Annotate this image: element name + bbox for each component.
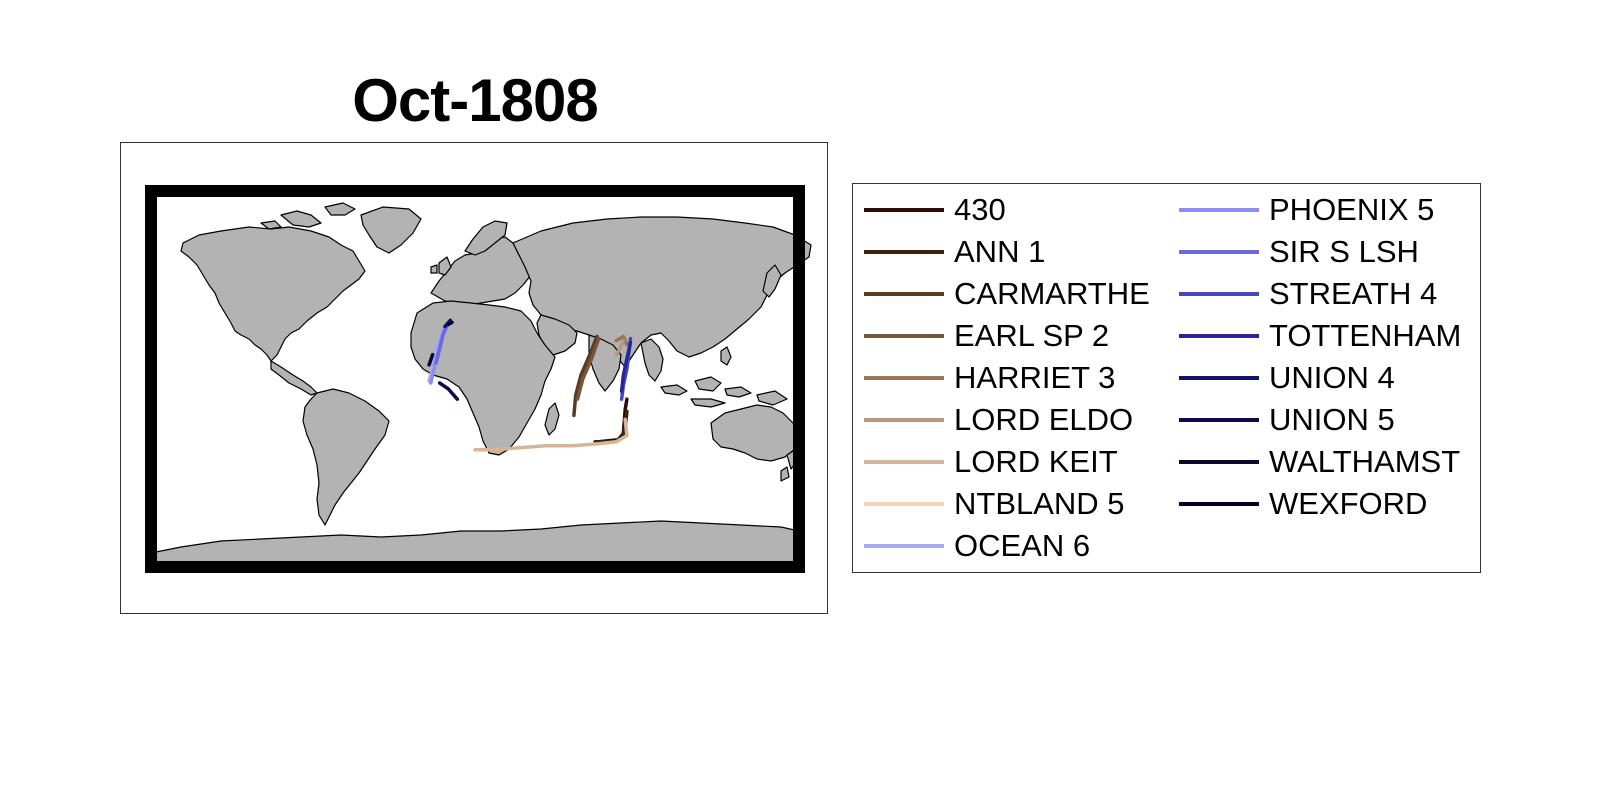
arctic-islands	[260, 202, 356, 230]
map-panel	[120, 142, 828, 614]
ship-track	[575, 336, 601, 401]
legend-label: UNION 5	[1269, 402, 1395, 437]
map-title: Oct-1808	[352, 67, 598, 134]
legend-swatch	[864, 292, 944, 296]
map-frame	[145, 185, 805, 573]
legend-label: PHOENIX 5	[1269, 192, 1435, 227]
legend-label: LORD ELDO	[954, 402, 1134, 437]
ship-track	[434, 320, 451, 365]
ship-track	[619, 340, 633, 393]
ship-tracks	[427, 318, 633, 452]
scandinavia	[464, 220, 508, 256]
philippines	[720, 346, 732, 366]
legend-label: STREATH 4	[1269, 276, 1438, 311]
legend-swatch	[864, 544, 944, 548]
legend-label: WEXFORD	[1269, 486, 1428, 521]
ship-track	[614, 334, 629, 347]
legend-label: LORD KEIT	[954, 444, 1118, 479]
north-america	[180, 226, 366, 362]
legend-swatch	[1179, 250, 1259, 254]
legend-label: WALTHAMST	[1269, 444, 1461, 479]
ship-track	[572, 334, 599, 418]
legend-swatch	[864, 334, 944, 338]
ship-track	[614, 338, 626, 357]
legend-label: EARL SP 2	[954, 318, 1110, 353]
ship-track	[473, 417, 629, 452]
legend-swatch	[864, 460, 944, 464]
legend-swatch	[1179, 418, 1259, 422]
greenland	[360, 206, 422, 254]
legend-label: NTBLAND 5	[954, 486, 1125, 521]
legend-swatch	[1179, 460, 1259, 464]
legend-swatch	[864, 208, 944, 212]
legend-swatch	[864, 418, 944, 422]
legend-label: UNION 4	[1269, 360, 1395, 395]
legend-swatch	[864, 376, 944, 380]
southeast-asia	[640, 338, 664, 382]
japan	[762, 264, 782, 298]
legend-swatch	[1179, 292, 1259, 296]
legend-swatch	[1179, 208, 1259, 212]
world-map[interactable]	[121, 143, 829, 615]
land-masses	[150, 202, 812, 564]
legend-label: 430	[954, 192, 1006, 227]
legend-label: CARMARTHE	[954, 276, 1150, 311]
india	[588, 334, 622, 392]
legend-label: HARRIET 3	[954, 360, 1116, 395]
legend-label: ANN 1	[954, 234, 1046, 269]
arabian-peninsula	[536, 314, 578, 356]
madagascar	[544, 402, 560, 436]
legend: 430 ANN 1 CARMARTHE EARL SP 2 HARRIET 3 LORD …	[852, 183, 1481, 573]
legend-swatch	[864, 502, 944, 506]
ship-track	[427, 352, 435, 367]
ship-track	[437, 381, 460, 401]
legend-swatch	[864, 250, 944, 254]
antarctica	[150, 520, 800, 564]
legend-label: SIR S LSH	[1269, 234, 1419, 269]
africa	[410, 300, 556, 456]
legend-swatch	[1179, 376, 1259, 380]
legend-label: TOTTENHAM	[1269, 318, 1462, 353]
central-america	[270, 360, 318, 396]
indonesia	[660, 376, 788, 408]
australia	[710, 404, 800, 462]
legend-label: OCEAN 6	[954, 528, 1091, 563]
south-america	[302, 388, 390, 526]
legend-swatch	[1179, 334, 1259, 338]
ship-track	[446, 320, 454, 327]
british-isles	[430, 256, 452, 276]
legend-swatch	[1179, 502, 1259, 506]
